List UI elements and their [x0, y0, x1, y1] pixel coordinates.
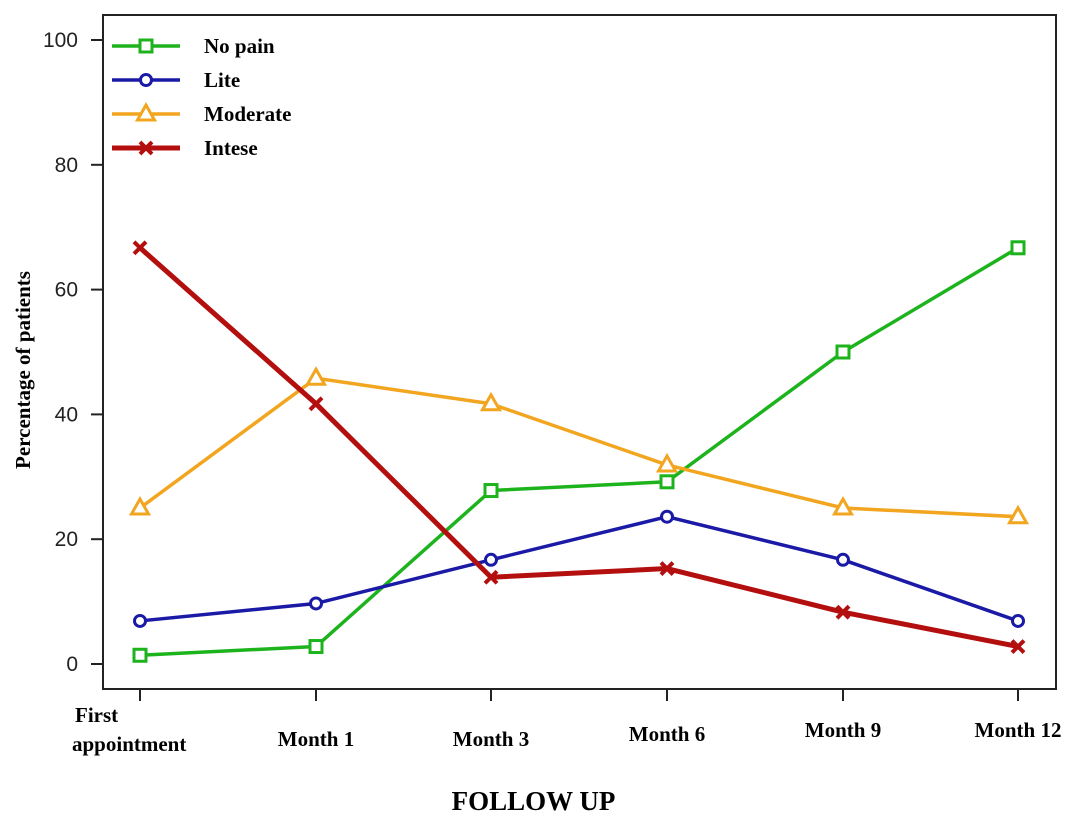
- data-point: [835, 344, 851, 360]
- data-point: [128, 495, 152, 516]
- legend-item: No pain: [112, 34, 275, 58]
- data-point: [479, 391, 503, 412]
- series-layer: [128, 240, 1030, 663]
- data-point: [139, 73, 153, 87]
- data-point: [659, 474, 675, 490]
- y-tick-label: 100: [43, 29, 78, 52]
- legend-item: Moderate: [112, 101, 291, 126]
- data-point: [132, 647, 148, 663]
- series-line: [139, 514, 1019, 623]
- plot-frame: [102, 14, 1057, 690]
- series-no-pain: [132, 240, 1026, 663]
- legend-label: Lite: [204, 68, 240, 92]
- x-tick-label-line: Month 3: [453, 727, 529, 751]
- series-line: [138, 376, 1019, 519]
- x-tick-label: Month 1: [278, 727, 354, 751]
- x-tick-label: Month 12: [975, 718, 1062, 742]
- legend-label: Moderate: [204, 102, 291, 126]
- series-intese: [132, 240, 1026, 654]
- y-tick-label: 80: [55, 154, 78, 177]
- data-point: [308, 639, 324, 655]
- data-point: [660, 509, 674, 524]
- y-tick-label: 40: [55, 403, 78, 426]
- data-point: [138, 140, 154, 156]
- x-tick-label: Month 3: [453, 727, 529, 751]
- data-point: [134, 101, 158, 122]
- data-point: [1010, 240, 1026, 256]
- x-tick-label-line: appointment: [72, 732, 186, 756]
- x-tick-label-line: Month 12: [975, 718, 1062, 742]
- data-point: [304, 366, 328, 386]
- series-line: [139, 246, 1019, 658]
- x-tick-label: Month 9: [805, 718, 881, 742]
- data-point: [483, 569, 499, 585]
- data-point: [309, 596, 323, 611]
- x-tick-label: Month 6: [629, 722, 705, 746]
- y-axis-label: Percentage of patients: [11, 271, 35, 469]
- x-axis-label: FOLLOW UP: [451, 786, 616, 816]
- y-axis: 0 20 40 60 80 100: [43, 29, 103, 676]
- legend-label: No pain: [204, 34, 275, 58]
- data-point: [138, 38, 154, 54]
- legend-item: Lite: [112, 68, 240, 92]
- legend-item: Intese: [112, 136, 258, 160]
- data-point: [659, 561, 675, 576]
- y-tick-label: 60: [55, 279, 78, 302]
- data-point: [484, 552, 498, 567]
- y-tick-label: 20: [55, 528, 78, 551]
- series-moderate: [128, 366, 1030, 525]
- data-point: [1006, 504, 1030, 525]
- x-tick-label-line: Month 9: [805, 718, 881, 742]
- data-point: [483, 483, 499, 499]
- data-point: [132, 240, 148, 256]
- data-point: [133, 613, 147, 628]
- x-tick-label-line: Month 1: [278, 727, 354, 751]
- data-point: [836, 552, 850, 567]
- x-tick-label-line: Month 6: [629, 722, 705, 746]
- data-point: [1011, 613, 1025, 628]
- legend: No pain Lite Moderate Intese: [112, 34, 291, 160]
- x-tick-label: First appointment: [72, 703, 186, 756]
- data-point: [835, 604, 851, 620]
- data-point: [655, 452, 679, 473]
- y-tick-label: 0: [66, 653, 78, 676]
- legend-label: Intese: [204, 136, 258, 160]
- data-point: [308, 396, 324, 412]
- x-axis: First appointment Month 1 Month 3 Month 6 Mon…: [72, 689, 1061, 756]
- x-tick-label-line: First: [75, 703, 118, 727]
- data-point: [1010, 639, 1026, 654]
- data-point: [831, 495, 855, 516]
- series-line: [138, 245, 1019, 649]
- series-lite: [133, 509, 1025, 628]
